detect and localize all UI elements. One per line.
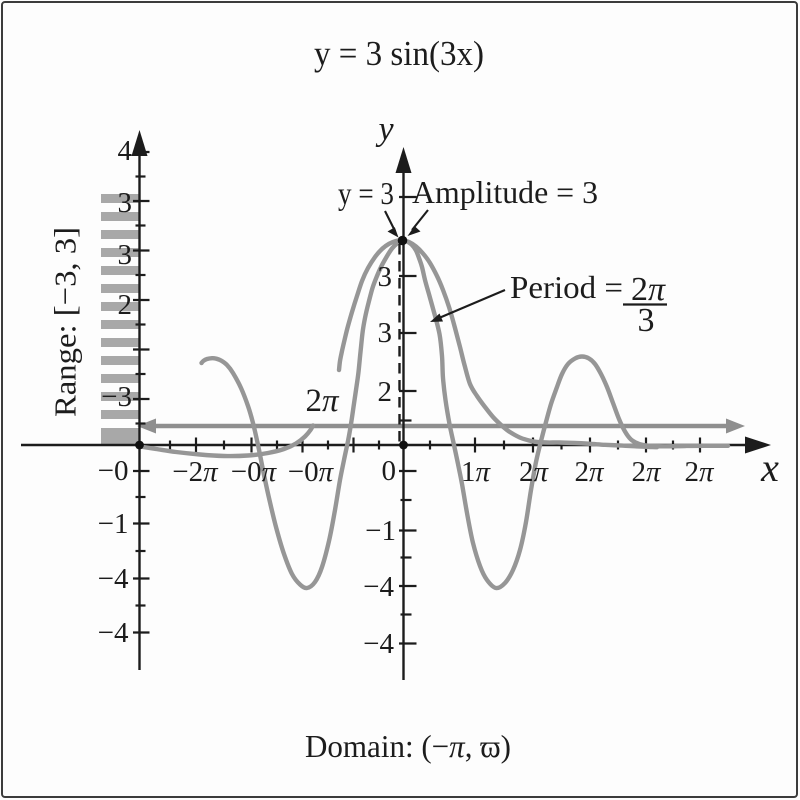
svg-text:−1: −1 (98, 508, 129, 540)
svg-text:3: 3 (638, 302, 655, 339)
svg-text:2π: 2π (684, 456, 715, 488)
svg-text:2π: 2π (574, 456, 605, 488)
svg-text:y = 3: y = 3 (338, 175, 394, 211)
svg-text:2: 2 (378, 376, 393, 408)
svg-text:3: 3 (118, 239, 133, 271)
svg-text:4: 4 (118, 135, 133, 167)
svg-text:Domain: (−π, ϖ): Domain: (−π, ϖ) (305, 728, 511, 764)
svg-text:y: y (375, 111, 394, 148)
svg-text:3: 3 (118, 187, 133, 219)
svg-text:y = 3 sin(3x): y = 3 sin(3x) (314, 35, 484, 73)
svg-text:3: 3 (378, 261, 393, 293)
svg-text:−1: −1 (365, 515, 396, 547)
svg-text:−3: −3 (101, 381, 132, 413)
svg-text:2π: 2π (519, 456, 550, 488)
svg-text:−4: −4 (98, 563, 129, 595)
svg-text:−0π: −0π (231, 456, 278, 488)
svg-text:−0π: −0π (288, 456, 335, 488)
svg-text:1π: 1π (461, 456, 492, 488)
svg-text:Period =: Period = (510, 269, 623, 305)
svg-text:2: 2 (118, 289, 133, 321)
svg-text:2π: 2π (305, 383, 340, 419)
svg-text:−4: −4 (363, 571, 394, 603)
svg-text:Amplitude = 3: Amplitude = 3 (412, 174, 598, 210)
svg-text:2π: 2π (631, 456, 662, 488)
svg-text:−2π: −2π (172, 456, 219, 488)
svg-text:−4: −4 (98, 617, 129, 649)
svg-text:−0: −0 (98, 455, 129, 487)
svg-text:Range: [−3, 3]: Range: [−3, 3] (48, 227, 83, 417)
svg-text:x: x (760, 445, 779, 490)
svg-text:3: 3 (378, 317, 393, 349)
svg-text:−4: −4 (363, 628, 394, 660)
svg-text:0: 0 (382, 455, 397, 487)
svg-text:2π: 2π (631, 271, 666, 308)
